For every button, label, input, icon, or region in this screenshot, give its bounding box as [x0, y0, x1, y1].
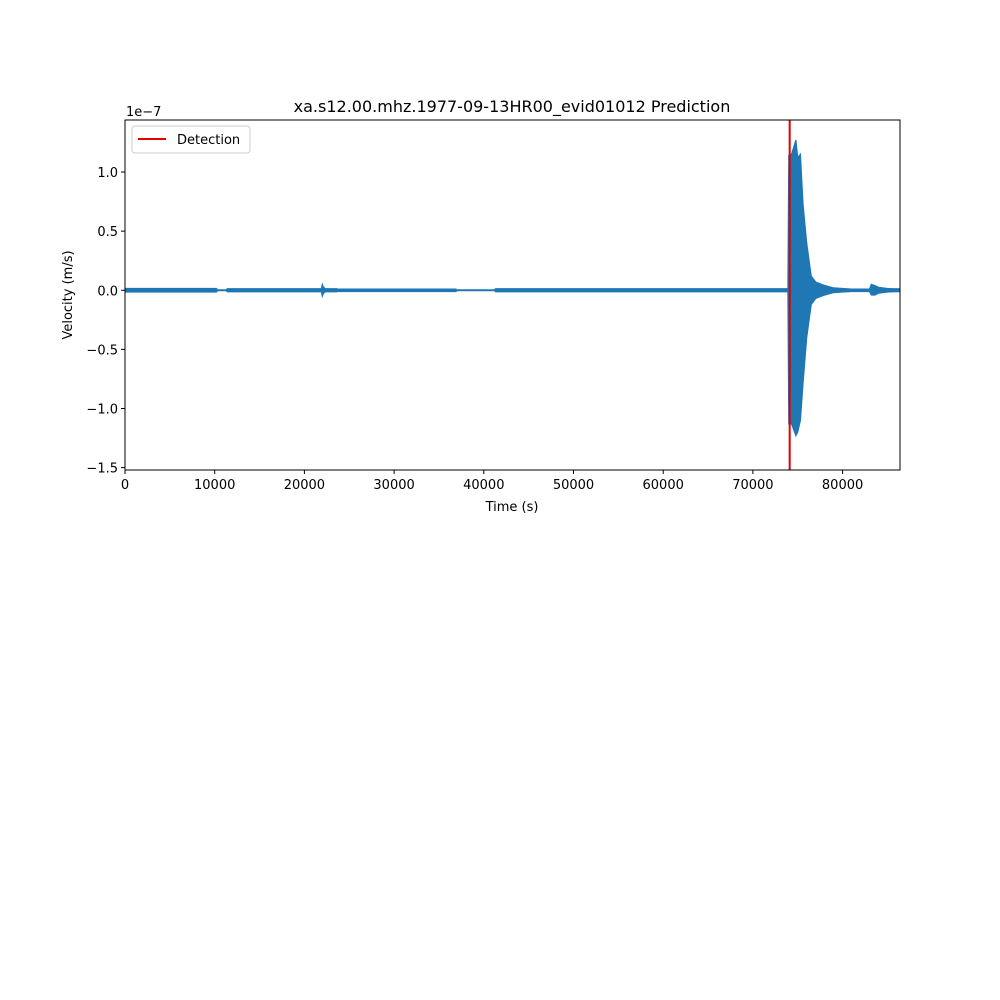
y-tick-label: −0.5 [86, 343, 118, 358]
x-tick-label: 20000 [284, 478, 325, 493]
x-tick-label: 10000 [194, 478, 235, 493]
x-tick-label: 0 [121, 478, 129, 493]
x-axis: 0 10000 20000 30000 40000 50000 60000 70000 8000… [121, 470, 863, 493]
chart-title: xa.s12.00.mhz.1977-09-13HR00_evid01012 P… [294, 97, 731, 117]
legend-label-detection: Detection [177, 133, 240, 148]
x-axis-label: Time (s) [485, 500, 539, 515]
y-tick-label: −1.0 [86, 403, 118, 418]
x-tick-label: 30000 [373, 478, 414, 493]
y-tick-label: 1.0 [97, 166, 118, 181]
x-tick-label: 50000 [553, 478, 594, 493]
plot-frame [124, 119, 901, 471]
y-axis: −1.5 −1.0 −0.5 0.0 0.5 1.0 [86, 166, 125, 477]
legend: Detection [131, 125, 251, 154]
y-tick-label: 0.0 [97, 284, 118, 299]
plot-area [124, 119, 901, 471]
x-tick-label: 70000 [732, 478, 773, 493]
y-offset-label: 1e−7 [126, 105, 161, 120]
x-tick-label: 80000 [822, 478, 863, 493]
legend-box [131, 125, 251, 154]
x-tick-label: 60000 [643, 478, 684, 493]
y-tick-label: 0.5 [97, 225, 118, 240]
y-tick-label: −1.5 [86, 462, 118, 477]
x-tick-label: 40000 [463, 478, 504, 493]
y-axis-label: Velocity (m/s) [61, 250, 76, 339]
